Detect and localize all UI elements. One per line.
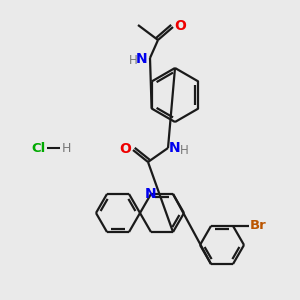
Text: N: N: [136, 52, 148, 66]
Text: Br: Br: [250, 219, 266, 232]
Text: N: N: [169, 141, 181, 155]
Text: N: N: [145, 187, 157, 201]
Text: H: H: [180, 143, 188, 157]
Text: O: O: [119, 142, 131, 156]
Text: H: H: [61, 142, 71, 154]
Text: O: O: [174, 19, 186, 33]
Text: H: H: [129, 53, 137, 67]
Text: Cl: Cl: [31, 142, 45, 154]
